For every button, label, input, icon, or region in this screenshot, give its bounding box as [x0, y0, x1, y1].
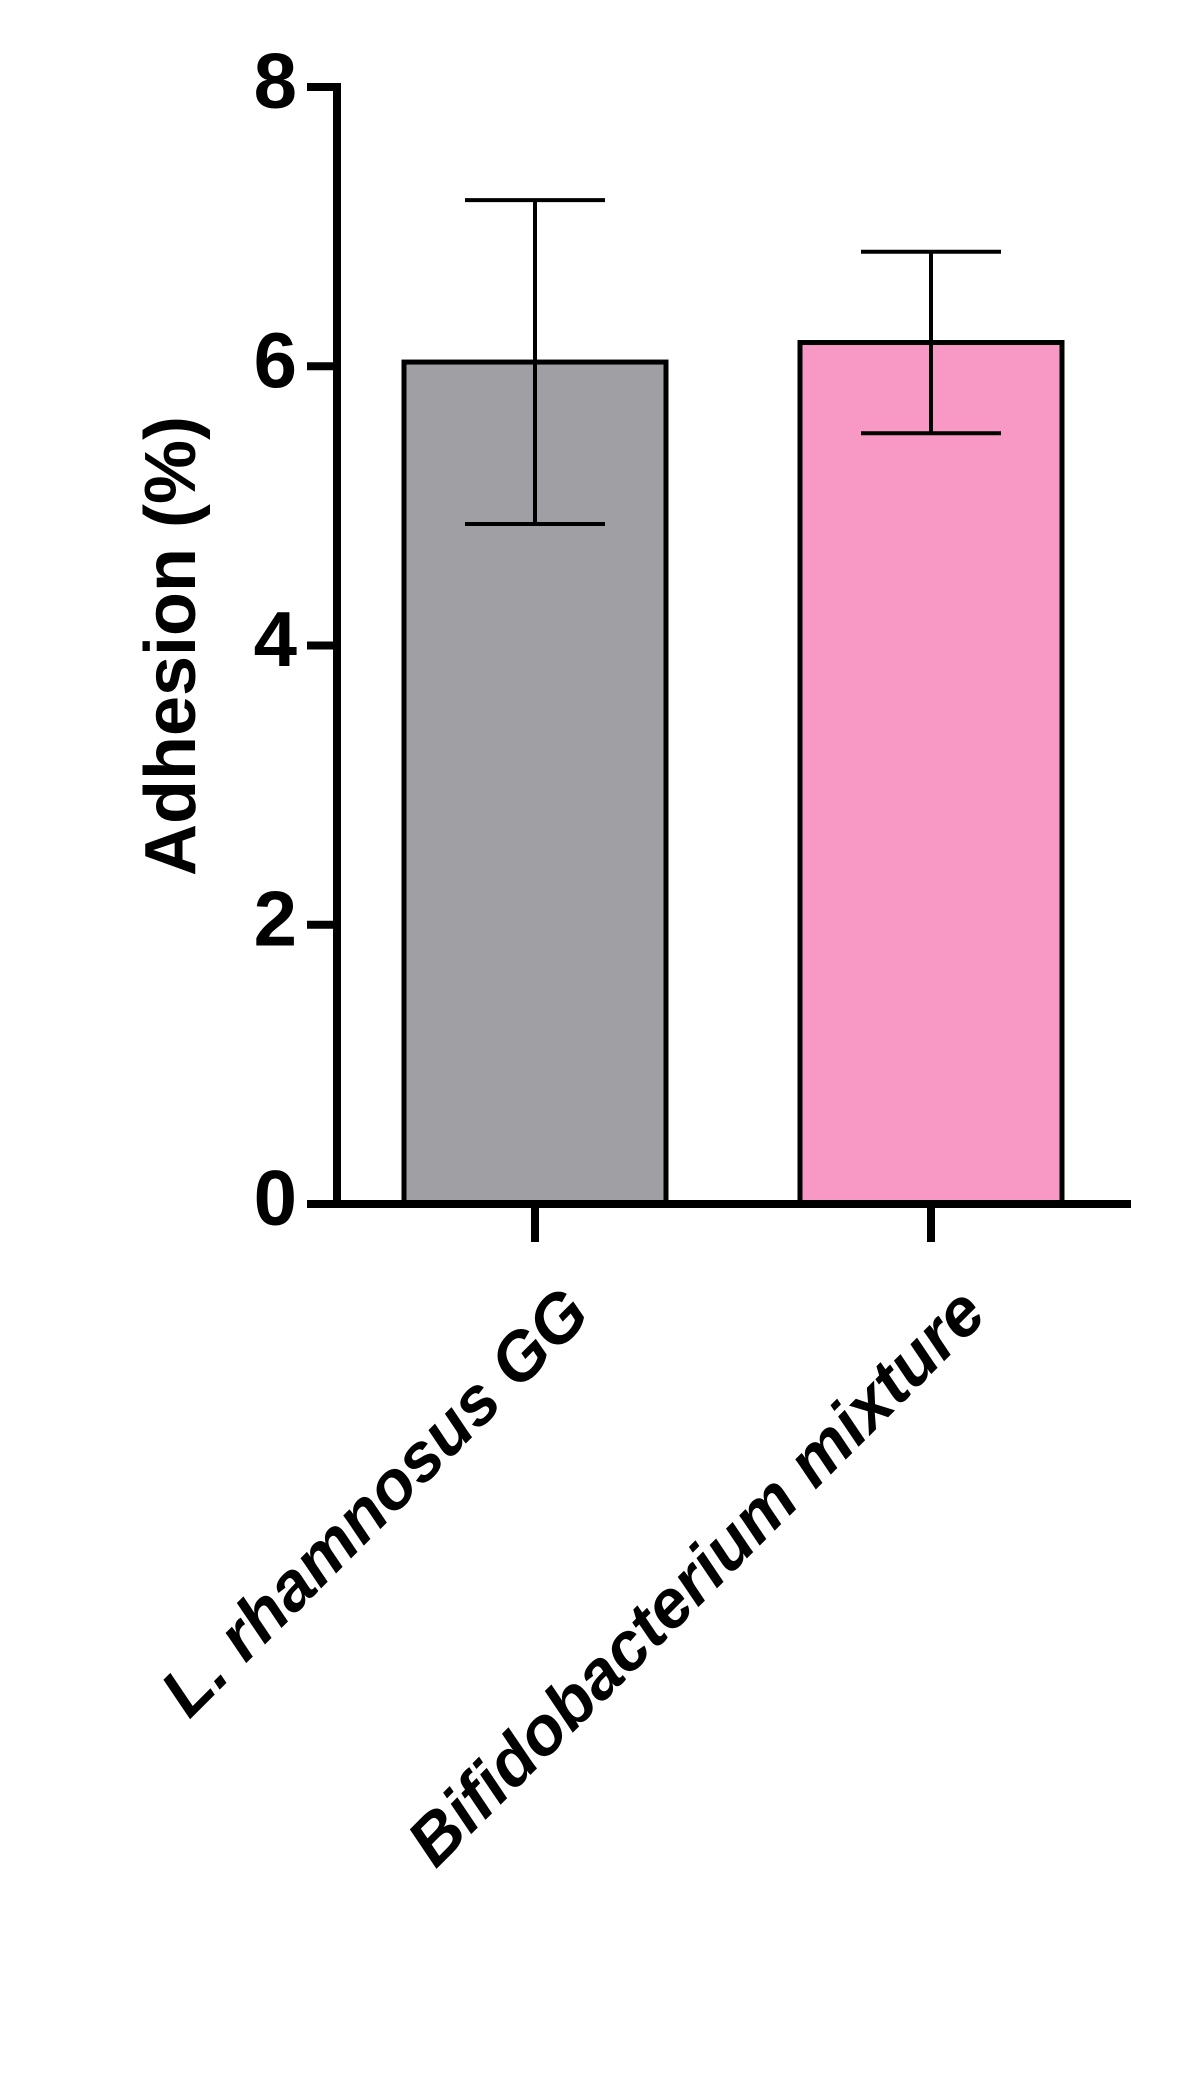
- bar: [797, 340, 1065, 1207]
- x-tick-label: L. rhamnosus GG: [146, 1274, 603, 1731]
- y-tick-label: 2: [254, 874, 297, 962]
- y-axis-label: Adhesion (%): [131, 416, 211, 876]
- y-tick-label: 4: [254, 595, 297, 683]
- y-tick-label: 8: [254, 37, 297, 125]
- y-tick-label: 6: [254, 316, 297, 404]
- y-tick-label: 0: [254, 1154, 297, 1242]
